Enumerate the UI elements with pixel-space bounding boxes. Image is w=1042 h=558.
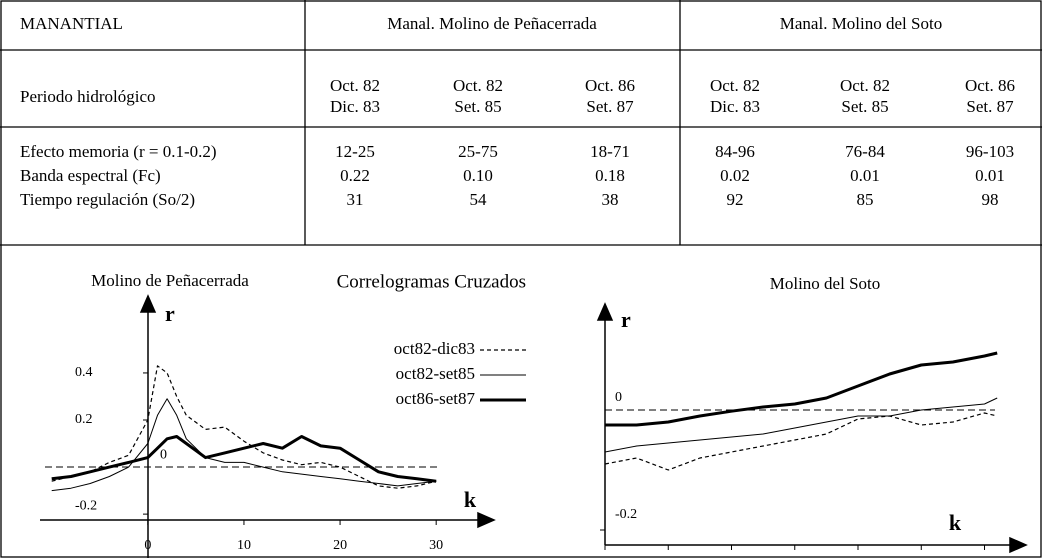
axes — [40, 294, 1028, 558]
row-label: Efecto memoria (r = 0.1-0.2) — [20, 142, 217, 161]
period-cell: Set. 87 — [966, 97, 1014, 116]
period-cell: Oct. 86 — [585, 76, 635, 95]
data-cell: 98 — [982, 190, 999, 209]
row-label: Tiempo regulación (So/2) — [20, 190, 195, 209]
data-cell: 31 — [347, 190, 364, 209]
period-cell: Oct. 82 — [330, 76, 380, 95]
data-cell: 0.22 — [340, 166, 370, 185]
legend-label: oct82-set85 — [396, 364, 475, 383]
header-cell: Manal. Molino de Peñacerrada — [387, 14, 597, 33]
period-cell: Dic. 83 — [710, 97, 760, 116]
header-cell: MANANTIAL — [20, 14, 123, 33]
data-cell: 84-96 — [715, 142, 755, 161]
series-line — [605, 351, 998, 427]
data-cell: 0.18 — [595, 166, 625, 185]
x-axis-label: k — [949, 510, 962, 535]
y-axis-label: r — [165, 301, 175, 326]
data-cell: 38 — [602, 190, 619, 209]
data-cell: 0.01 — [850, 166, 880, 185]
x-tick-label: 0 — [144, 538, 151, 553]
legend-label: oct86-set87 — [396, 389, 476, 408]
header-cell: Manal. Molino del Soto — [780, 14, 942, 33]
data-cell: 12-25 — [335, 142, 375, 161]
data-cell: 18-71 — [590, 142, 630, 161]
y-tick-label: 0 — [615, 390, 622, 405]
y-tick-label: -0.2 — [75, 498, 97, 513]
y-axis-label: r — [621, 307, 631, 332]
data-cell: 0.02 — [720, 166, 750, 185]
data-cell: 76-84 — [845, 142, 885, 161]
row-label: Periodo hidrológico — [20, 87, 156, 106]
data-cell: 96-103 — [966, 142, 1014, 161]
series-line — [51, 435, 437, 483]
chart-title: Molino de Peñacerrada — [91, 271, 249, 290]
series-line — [51, 365, 437, 489]
y-tick-label: 0 — [160, 447, 167, 462]
x-tick-label: 30 — [429, 538, 443, 553]
y-tick-label: 0.2 — [75, 412, 93, 427]
period-cell: Dic. 83 — [330, 97, 380, 116]
series-line — [604, 397, 998, 453]
series-line — [51, 398, 437, 492]
chart-title: Molino del Soto — [770, 274, 881, 293]
legend-label: oct82-dic83 — [394, 339, 475, 358]
x-tick-label: 10 — [237, 538, 251, 553]
period-cell: Oct. 86 — [965, 76, 1015, 95]
data-cell: 25-75 — [458, 142, 498, 161]
y-tick-label: -0.2 — [615, 507, 637, 522]
data-cell: 85 — [857, 190, 874, 209]
data-cell: 0.01 — [975, 166, 1005, 185]
y-tick-label: 0.4 — [75, 365, 93, 380]
period-cell: Set. 87 — [586, 97, 634, 116]
x-axis-label: k — [464, 487, 477, 512]
data-cell: 0.10 — [463, 166, 493, 185]
x-tick-label: 20 — [333, 538, 347, 553]
series-line — [604, 412, 998, 471]
row-label: Banda espectral (Fc) — [20, 166, 161, 185]
data-cell: 54 — [470, 190, 488, 209]
suptitle: Correlogramas Cruzados — [337, 271, 526, 292]
period-cell: Oct. 82 — [710, 76, 760, 95]
period-cell: Set. 85 — [454, 97, 501, 116]
period-cell: Set. 85 — [841, 97, 888, 116]
period-cell: Oct. 82 — [840, 76, 890, 95]
data-cell: 92 — [727, 190, 744, 209]
period-cell: Oct. 82 — [453, 76, 503, 95]
